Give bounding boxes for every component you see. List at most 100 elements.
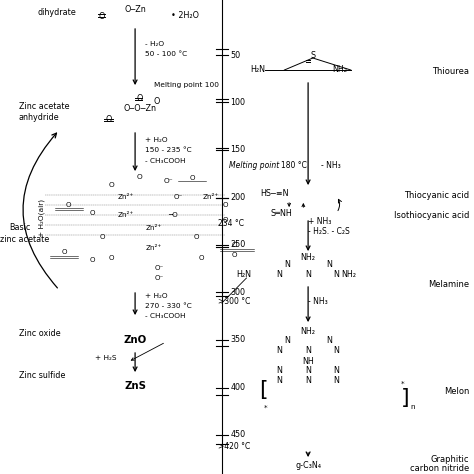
Text: O: O [106,115,112,124]
Text: - NH₃: - NH₃ [321,161,341,170]
Text: 200: 200 [230,193,246,202]
Text: 350: 350 [230,336,246,345]
Text: NH₂: NH₂ [301,253,316,262]
Text: ZnS: ZnS [124,381,146,391]
Text: 180 °C: 180 °C [281,161,307,170]
Text: Zn²⁺: Zn²⁺ [118,194,134,200]
Text: >300 °C: >300 °C [218,298,250,307]
Text: Thiourea: Thiourea [432,67,469,76]
Text: g-C₃N₄: g-C₃N₄ [295,462,321,471]
Text: ZnO: ZnO [123,335,147,345]
Text: *: * [401,381,405,387]
Text: >420 °C: >420 °C [218,443,250,452]
Text: ]: ] [401,388,410,408]
Text: 234 °C: 234 °C [218,219,244,228]
Text: N: N [334,346,339,356]
Text: 400: 400 [230,383,246,392]
Text: zinc acetate: zinc acetate [0,236,49,245]
Text: 450: 450 [230,430,246,439]
Text: HS─≡N: HS─≡N [261,190,289,199]
Text: n: n [410,404,415,410]
Text: Melting point: Melting point [229,161,279,170]
Text: O: O [137,94,143,103]
Text: Melting point 100: Melting point 100 [155,82,219,88]
Text: Zinc sulfide: Zinc sulfide [19,372,65,381]
Text: [: [ [259,380,267,400]
Text: - H₂S. - C₂S: - H₂S. - C₂S [308,228,350,237]
Text: O─O─Zn: O─O─Zn [123,104,156,113]
Text: O: O [90,257,95,263]
Text: N: N [334,271,339,280]
Text: N: N [305,271,311,280]
Text: - H₂O: - H₂O [145,41,164,47]
Text: Zn²⁺: Zn²⁺ [118,212,134,218]
Text: O: O [66,202,72,208]
Text: Melamine: Melamine [428,281,469,290]
Text: O: O [199,255,204,261]
Text: O: O [232,242,237,248]
Text: ─O: ─O [168,212,178,218]
Text: O: O [99,234,105,240]
Text: O: O [109,182,114,188]
Text: *: * [264,405,267,411]
Text: NH₂: NH₂ [301,328,316,337]
Text: 50: 50 [230,51,240,60]
Text: O: O [222,202,228,208]
Text: Thiocyanic acid: Thiocyanic acid [404,191,469,201]
Text: 100: 100 [230,98,246,107]
Text: Zinc acetate: Zinc acetate [19,102,70,111]
Text: S═NH: S═NH [270,210,292,219]
Text: N: N [327,337,332,346]
Text: dihydrate: dihydrate [38,8,77,17]
Text: anhydride: anhydride [19,113,60,122]
Text: N: N [277,376,283,385]
Text: S: S [310,52,315,61]
Text: + H₂O: + H₂O [145,137,167,143]
Text: O─Zn: O─Zn [124,5,146,14]
Text: O⁻: O⁻ [173,194,182,200]
Text: - CH₃COOH: - CH₃COOH [145,158,185,164]
FancyArrowPatch shape [23,133,57,288]
Text: 150: 150 [230,146,246,155]
Text: N: N [284,261,290,270]
Text: 250: 250 [230,240,246,249]
Text: Graphitic: Graphitic [431,456,469,465]
Text: Basic: Basic [9,224,31,233]
Text: O⁻: O⁻ [154,275,164,281]
Text: + NH₃: + NH₃ [308,218,331,227]
Text: O: O [90,210,95,216]
Text: N: N [305,366,311,375]
Text: H₂N: H₂N [236,271,251,280]
Text: N: N [277,271,283,280]
Text: N: N [334,366,339,375]
Text: + H₂O: + H₂O [145,293,167,299]
Text: N: N [334,376,339,385]
Text: H₂N: H₂N [250,65,265,74]
Text: Isothiocyanic acid: Isothiocyanic acid [394,210,469,219]
Text: Zn²⁺: Zn²⁺ [146,225,162,231]
Text: - CH₃COOH: - CH₃COOH [145,313,185,319]
Text: N: N [277,346,283,356]
Text: + H₂O(air): + H₂O(air) [38,199,45,237]
Text: O: O [99,12,105,21]
Text: 300: 300 [230,288,246,297]
Text: O: O [232,252,237,258]
Text: Melon: Melon [444,388,469,396]
Text: N: N [277,366,283,375]
Text: O⁻: O⁻ [164,178,173,184]
Text: NH₂: NH₂ [341,271,356,280]
Text: - NH₃: - NH₃ [308,298,328,307]
Text: N: N [327,261,332,270]
FancyArrowPatch shape [338,200,341,210]
Text: O: O [61,249,67,255]
Text: Zn²⁺: Zn²⁺ [203,194,219,200]
Text: 50 - 100 °C: 50 - 100 °C [145,51,187,57]
Text: • 2H₂O: • 2H₂O [171,10,199,19]
Text: Zn²⁺: Zn²⁺ [146,245,162,251]
Text: N: N [305,376,311,385]
Text: NH₂: NH₂ [332,65,347,74]
Text: O: O [109,255,114,261]
Text: 150 - 235 °C: 150 - 235 °C [145,147,191,153]
Text: + H₂S: + H₂S [95,355,116,361]
Text: 270 - 330 °C: 270 - 330 °C [145,303,191,309]
